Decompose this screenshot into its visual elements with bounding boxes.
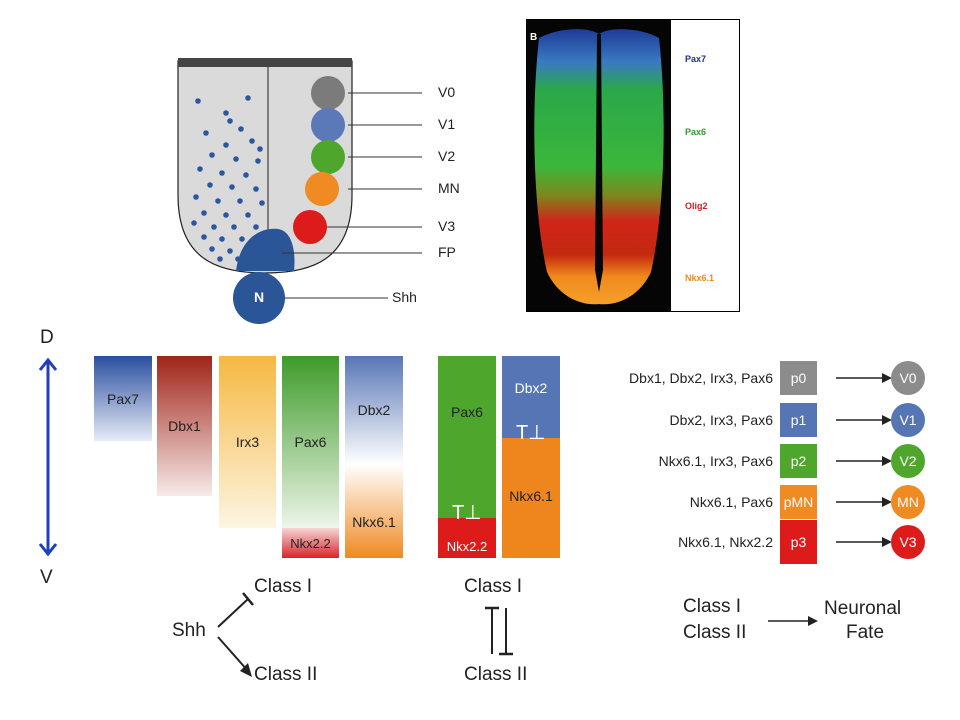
fate-label-v1: V1	[438, 116, 456, 132]
code-box: p1	[780, 403, 817, 437]
combo-label: Dbx1, Dbx2, Irx3, Pax6	[629, 370, 773, 386]
marker-label-olig2: Olig2	[685, 201, 708, 211]
axis-dorsal-label: D	[40, 327, 54, 348]
fate-circle: V1	[891, 403, 925, 437]
arrow-icon	[836, 456, 892, 466]
micrograph-image	[527, 20, 671, 311]
code-box: pMN	[780, 485, 817, 519]
progenitor-row-p3: Nkx6.1, Nkx2.2 p3 V3	[580, 520, 930, 564]
fate-circle: V2	[891, 444, 925, 478]
arrow-icon	[836, 373, 892, 383]
neuronal-fate-line1: Neuronal	[824, 598, 902, 619]
floor-plate-label: FP	[438, 244, 456, 260]
fate-circle-v2	[311, 140, 345, 174]
progenitor-row-p1: Dbx2, Irx3, Pax6 p1 V1	[580, 403, 930, 437]
bar-nkx22-gradient: Nkx2.2	[282, 528, 339, 558]
bar-dbx2-gradient: Dbx2	[345, 356, 403, 464]
summary-arrow-icon	[768, 616, 818, 626]
shh-class1-label: Class I	[254, 576, 313, 597]
code-box: p2	[780, 444, 817, 478]
immunostain-drawing	[534, 29, 664, 305]
boundary-bar-dbx2: Dbx2	[502, 356, 560, 438]
repression-glyph-left: T⊥	[452, 502, 482, 524]
boundary-bar-nkx61: Nkx6.1	[502, 438, 560, 558]
arrow-icon	[836, 497, 892, 507]
fate-circle-mn	[305, 172, 339, 206]
micrograph-panel: B Pax7 Pax6 Olig2 Nkx6.1	[526, 19, 740, 312]
boundary-bar-nkx22: Nkx2.2	[438, 518, 496, 558]
fate-circle: MN	[891, 485, 925, 519]
panel-letter: B	[530, 32, 538, 43]
combo-label: Nkx6.1, Pax6	[689, 494, 773, 510]
progenitor-row-p2: Nkx6.1, Irx3, Pax6 p2 V2	[580, 444, 930, 478]
arrow-icon	[836, 415, 892, 425]
cross-class1-label: Class I	[464, 576, 523, 597]
cross-class2-label: Class II	[464, 664, 528, 685]
fate-label-v3: V3	[438, 218, 456, 234]
arrow-icon	[836, 537, 892, 547]
fate-circle-v0	[311, 76, 345, 110]
combo-label: Nkx6.1, Irx3, Pax6	[658, 453, 773, 469]
fate-label-v2: V2	[438, 148, 456, 164]
fate-circle-v1	[311, 108, 345, 142]
fate-circle: V3	[891, 525, 925, 559]
bar-pax6: Pax6	[282, 356, 339, 528]
combo-label: Nkx6.1, Nkx2.2	[678, 534, 773, 550]
fate-label-mn: MN	[438, 180, 460, 196]
marker-label-pax6: Pax6	[685, 127, 707, 137]
progenitor-row-pmn: Nkx6.1, Pax6 pMN MN	[580, 485, 930, 519]
axis-ventral-label: V	[40, 567, 53, 588]
bar-nkx61-gradient: Nkx6.1	[345, 464, 403, 558]
shh-label: Shh	[172, 620, 206, 641]
fate-circle-v3	[293, 210, 327, 244]
fate-label-v0: V0	[438, 84, 456, 100]
marker-label-pax7: Pax7	[685, 54, 707, 64]
bar-pax7: Pax7	[94, 356, 152, 441]
summary-class1-label: Class I	[683, 596, 742, 617]
progenitor-row-p0: Dbx1, Dbx2, Irx3, Pax6 p0 V0	[580, 361, 930, 395]
notochord-letter: N	[253, 289, 265, 305]
repression-glyph-right: T⊥	[516, 422, 546, 444]
fate-circle: V0	[891, 361, 925, 395]
shh-regulation-arrows	[217, 592, 254, 677]
shh-class2-label: Class II	[254, 664, 318, 685]
cross-repression-symbol	[485, 606, 513, 656]
combo-label: Dbx2, Irx3, Pax6	[669, 412, 774, 428]
neuronal-fate-line2: Fate	[846, 622, 885, 643]
dorsoventral-arrow	[38, 357, 58, 557]
code-box: p0	[780, 361, 817, 395]
notochord-shh-label: Shh	[392, 289, 417, 305]
bar-irx3: Irx3	[219, 356, 276, 528]
code-box: p3	[780, 520, 817, 564]
bar-dbx1: Dbx1	[157, 356, 212, 496]
marker-label-nkx61: Nkx6.1	[685, 273, 715, 283]
summary-class2-label: Class II	[683, 622, 747, 643]
boundary-bar-pax6: Pax6	[438, 356, 496, 518]
